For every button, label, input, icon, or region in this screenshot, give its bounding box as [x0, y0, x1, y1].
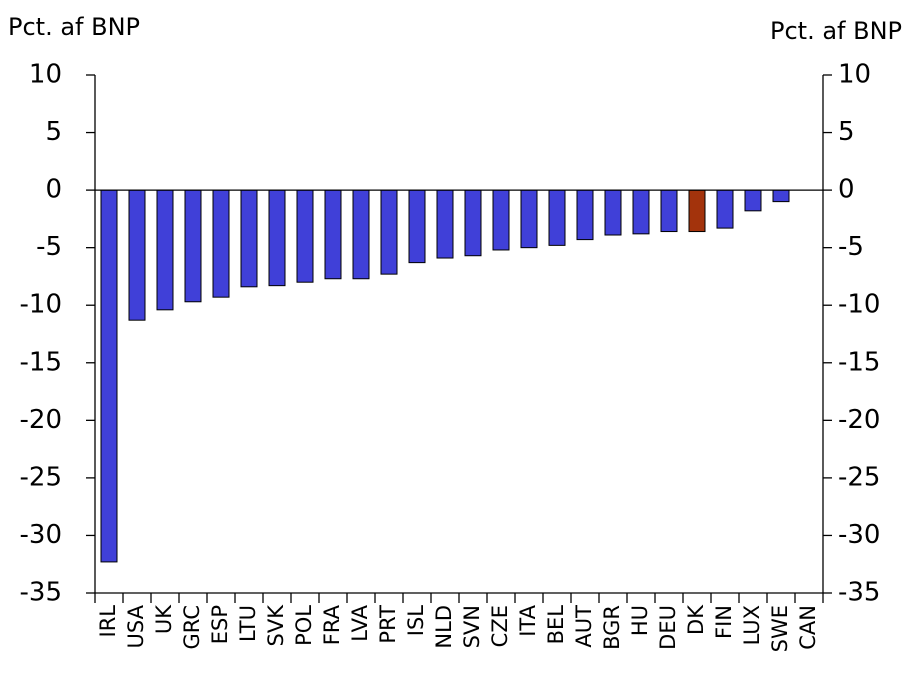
bar [688, 189, 706, 233]
y2-tick-label: 10 [838, 60, 871, 90]
x-tick-label: SWE [768, 605, 792, 652]
bar [352, 189, 370, 280]
y-tick-label: -20 [20, 405, 62, 435]
y-tick-label: -30 [20, 520, 62, 550]
bar [408, 189, 426, 264]
y-tick-label: -10 [20, 290, 62, 320]
y2-axis-label: Pct. af BNP [770, 17, 902, 45]
y2-tick-label: -20 [838, 405, 880, 435]
x-tick-label: ITA [516, 604, 540, 636]
x-tick-label: UK [152, 604, 176, 634]
y2-tick-label: -10 [838, 290, 880, 320]
bar [324, 189, 342, 280]
x-tick-label: SVN [460, 605, 484, 648]
bar [296, 189, 314, 283]
x-tick-label: CZE [488, 605, 512, 647]
y-tick-label: -15 [20, 347, 62, 377]
y-tick-label: -35 [20, 578, 62, 608]
bar [436, 189, 454, 259]
bar [128, 189, 146, 321]
bar [240, 189, 258, 288]
x-tick-label: HU [628, 605, 652, 636]
bar [520, 189, 538, 249]
y2-tick-label: -5 [838, 232, 864, 262]
bar [548, 189, 566, 246]
y2-tick-label: -25 [838, 462, 880, 492]
bar [604, 189, 622, 236]
bar [184, 189, 202, 303]
bar [268, 189, 286, 287]
y-tick-label: 0 [45, 175, 62, 205]
bar [632, 189, 650, 235]
bar [716, 189, 734, 229]
y2-tick-label: -35 [838, 578, 880, 608]
bar [660, 189, 678, 233]
y2-tick-label: 5 [838, 117, 855, 147]
bar [380, 189, 398, 275]
x-tick-label: LVA [348, 604, 372, 641]
bar [156, 189, 174, 311]
x-tick-label: BEL [544, 605, 568, 645]
y2-tick-label: -15 [838, 347, 880, 377]
x-tick-label: ISL [404, 605, 428, 637]
bar [772, 189, 790, 203]
x-tick-label: USA [124, 604, 148, 648]
x-tick-label: FRA [320, 604, 344, 645]
x-tick-label: CAN [796, 605, 820, 650]
x-tick-label: IRL [96, 605, 120, 638]
bar [212, 189, 230, 298]
bar [464, 189, 482, 257]
x-tick-label: ESP [208, 605, 232, 644]
x-tick-label: POL [292, 605, 316, 646]
y-tick-label: 10 [29, 60, 62, 90]
y2-tick-label: 0 [838, 175, 855, 205]
x-tick-label: LUX [740, 605, 764, 645]
bar [100, 189, 118, 563]
y-tick-label: 5 [45, 117, 62, 147]
x-tick-label: DEU [656, 605, 680, 650]
x-tick-label: GRC [180, 605, 204, 649]
x-tick-label: BGR [600, 605, 624, 650]
y2-tick-label: -30 [838, 520, 880, 550]
x-tick-label: AUT [572, 605, 596, 648]
x-tick-label: NLD [432, 605, 456, 649]
bar [576, 189, 594, 241]
bar [744, 189, 762, 212]
bar [492, 189, 510, 251]
y-tick-label: -5 [36, 232, 62, 262]
x-tick-label: SVK [264, 604, 288, 647]
y-tick-label: -25 [20, 462, 62, 492]
y-axis-label: Pct. af BNP [8, 13, 140, 41]
x-tick-label: PRT [376, 605, 400, 644]
x-tick-label: LTU [236, 605, 260, 642]
x-tick-label: FIN [712, 605, 736, 639]
x-tick-label: DK [684, 604, 708, 635]
